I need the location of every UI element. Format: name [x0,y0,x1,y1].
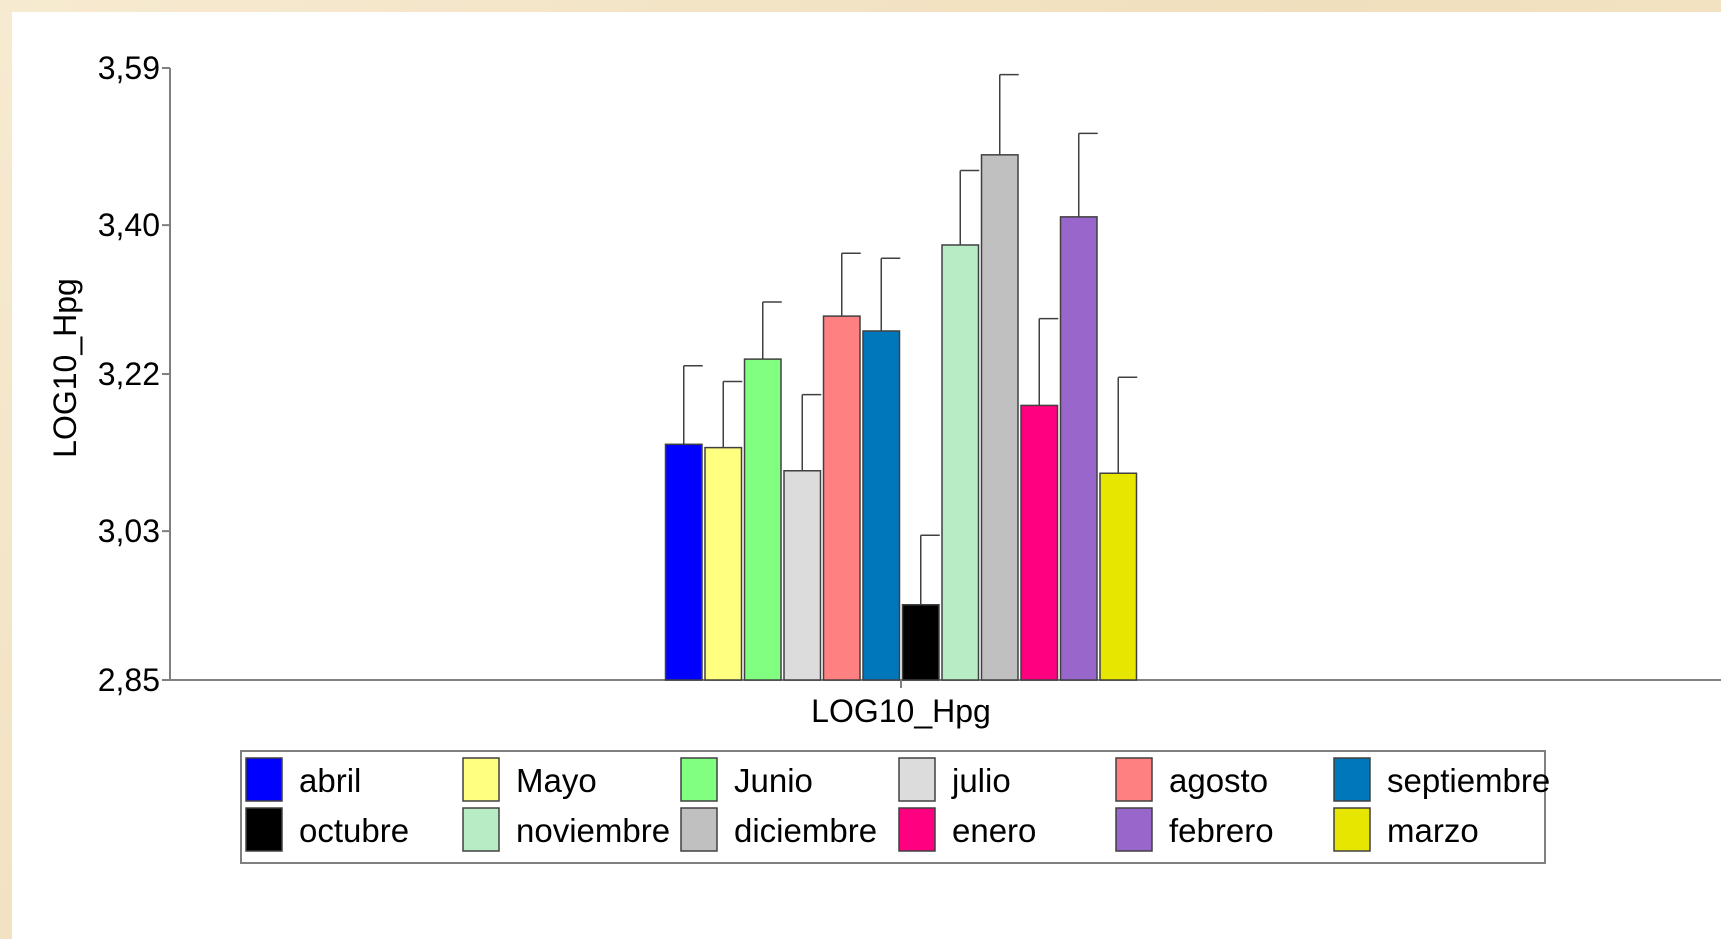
bar-julio [783,470,822,681]
legend-label-mayo: Mayo [516,762,597,799]
legend-swatch-enero [898,807,936,852]
legend-label-abril: abril [299,762,361,799]
legend-box [240,750,1546,864]
bar-abril [664,443,703,681]
bar-enero [1020,404,1059,681]
legend-swatch-abril [245,757,283,802]
legend-swatch-junio [680,757,718,802]
legend-swatch-agosto [1115,757,1153,802]
y-ticks: 3,59 3,40 3,22 3,03 2,85 [98,50,902,698]
y-tick-label: 3,40 [98,207,160,243]
legend-swatch-diciembre [680,807,718,852]
legend-label-febrero: febrero [1169,812,1274,849]
legend-label-julio: julio [951,762,1011,799]
bar-diciembre [980,154,1019,681]
y-tick-label: 3,59 [98,50,160,86]
legend-label-diciembre: diciembre [734,812,877,849]
plot-panel: LOG10_Hpg LOG10_Hpg 3,59 3,40 3,22 3,03 2,85… [12,12,1721,939]
legend-swatch-febrero [1115,807,1153,852]
legend-label-marzo: marzo [1387,812,1479,849]
x-axis-title: LOG10_Hpg [811,693,991,729]
legend: abril Mayo Junio julio agosto septiembre octub… [240,750,1550,864]
legend-label-septiembre: septiembre [1387,762,1550,799]
bars-layer [664,154,1138,681]
bar-agosto [822,315,861,681]
legend-label-junio: Junio [734,762,813,799]
legend-swatch-septiembre [1333,757,1371,802]
y-tick-label: 3,03 [98,513,160,549]
bar-septiembre [862,330,901,681]
legend-label-enero: enero [952,812,1036,849]
legend-swatch-marzo [1333,807,1371,852]
error-bars-layer [683,73,1138,605]
legend-swatch-mayo [462,757,500,802]
bar-marzo [1099,472,1138,681]
legend-label-noviembre: noviembre [516,812,670,849]
y-tick-label: 2,85 [98,662,160,698]
bar-octubre [901,603,940,681]
bar-febrero [1059,216,1098,681]
y-tick-label: 3,22 [98,356,160,392]
legend-label-octubre: octubre [299,812,409,849]
bar-chart: LOG10_Hpg LOG10_Hpg 3,59 3,40 3,22 3,03 2,85… [47,50,1721,864]
legend-swatch-julio [898,757,936,802]
bar-noviembre [941,244,980,681]
axes-layer: LOG10_Hpg LOG10_Hpg [47,68,1721,729]
legend-label-agosto: agosto [1169,762,1268,799]
bar-junio [743,358,782,681]
bar-mayo [704,446,743,681]
legend-swatch-noviembre [462,807,500,852]
y-axis-title: LOG10_Hpg [47,278,83,458]
legend-swatch-octubre [245,807,283,852]
